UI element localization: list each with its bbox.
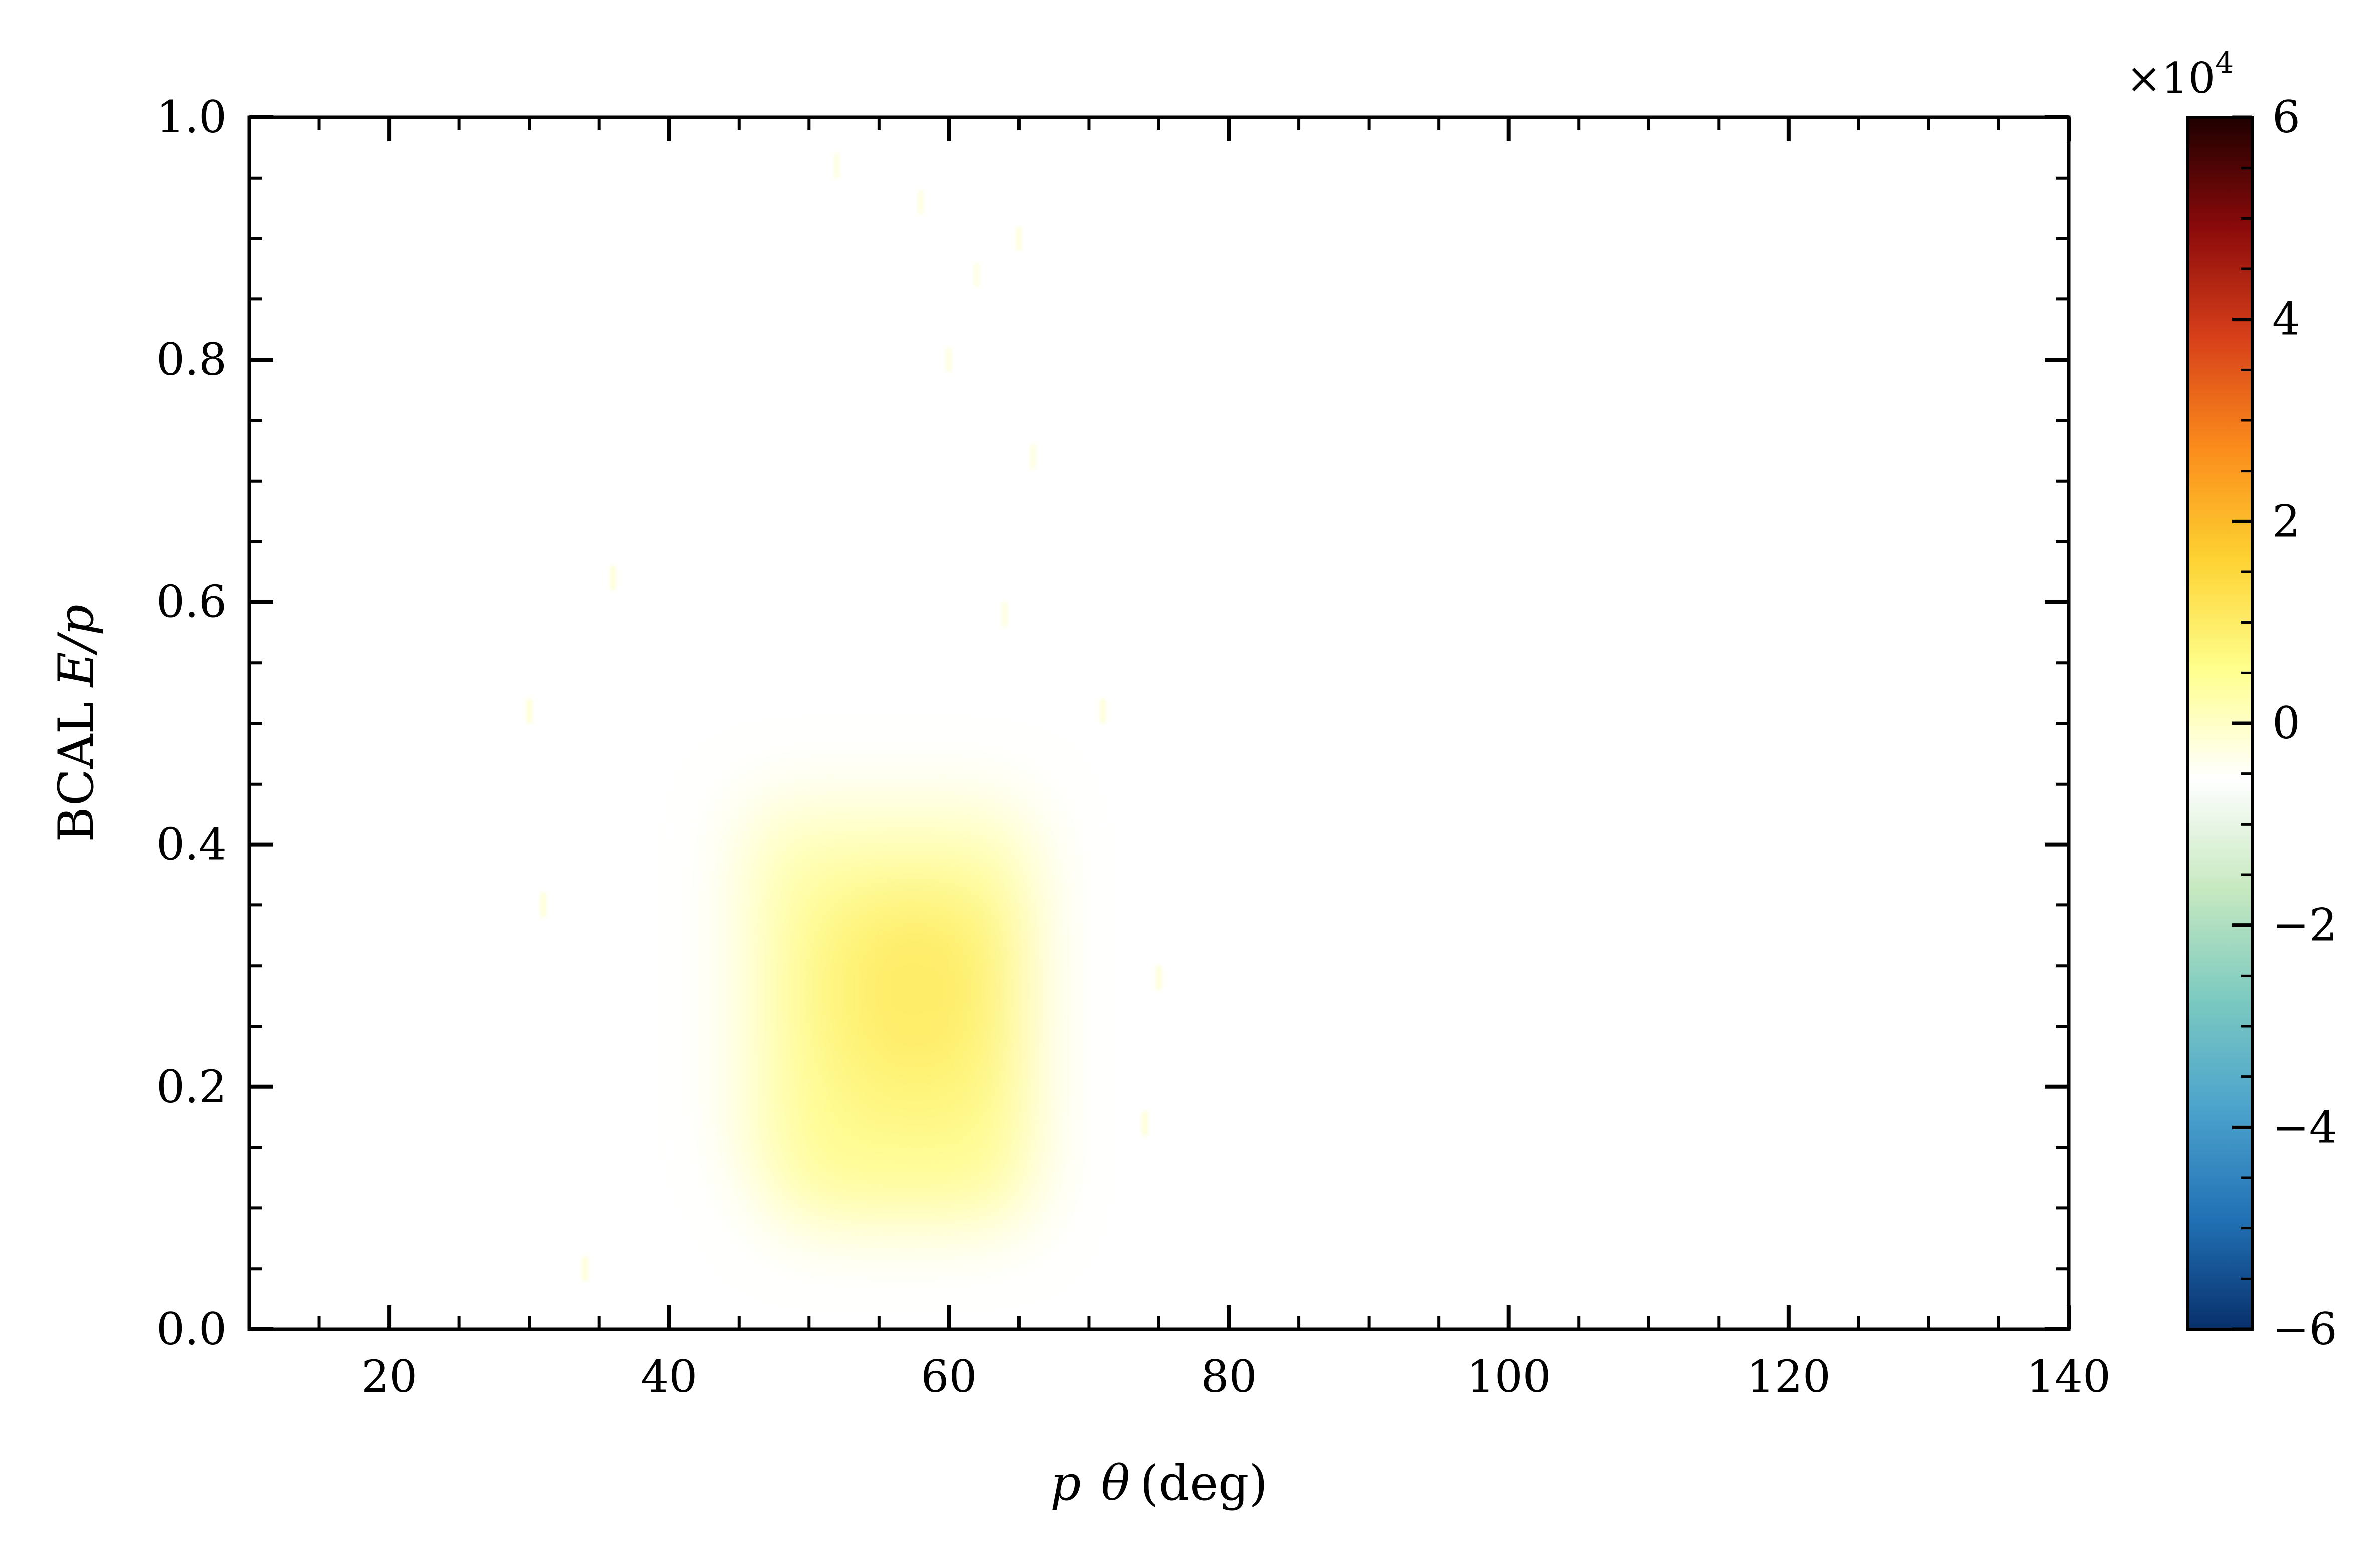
- heatmap-speckle: [918, 190, 924, 215]
- plot-border: [247, 115, 2071, 1331]
- colorbar-tick-label: −4: [2272, 1101, 2337, 1153]
- x-tick-label: 40: [641, 1351, 697, 1403]
- colorbar-tick-label: 0: [2272, 697, 2300, 749]
- y-tick-label: 0.8: [156, 334, 227, 385]
- heatmap-speckle: [834, 153, 840, 178]
- heatmap-speckle: [1142, 1111, 1148, 1136]
- y-tick-label: 0.6: [156, 576, 227, 628]
- y-tick-label: 0.2: [156, 1061, 227, 1113]
- heatmap-speckle: [974, 263, 980, 287]
- y-axis-title: BCAL E/p: [48, 604, 104, 842]
- heatmap-speckle: [1030, 444, 1036, 469]
- colorbar-tick-label: 2: [2272, 495, 2300, 547]
- colorbar-tick-label: −2: [2272, 899, 2337, 951]
- x-tick-label: 120: [1747, 1351, 1831, 1403]
- heatmap-speckle: [1156, 966, 1161, 990]
- heatmap-speckle: [1002, 602, 1008, 627]
- heatmap-speckle: [582, 1257, 588, 1281]
- heatmap-speckle: [541, 893, 546, 917]
- x-tick-label: 20: [361, 1351, 417, 1403]
- y-tick-label: 1.0: [156, 91, 227, 143]
- x-tick-label: 80: [1201, 1351, 1257, 1403]
- colorbar-ticks: −6 −4 −2 0 2 4 6: [2232, 91, 2337, 1355]
- y-axis-ticks: 0.0 0.2 0.4 0.6 0.8 1.0: [156, 91, 2069, 1355]
- heatmap-peak: [816, 889, 997, 1091]
- heatmap-speckle: [1016, 226, 1022, 251]
- colorbar-tick-label: 4: [2272, 293, 2300, 345]
- heatmap-speckle: [527, 699, 532, 723]
- y-tick-label: 0.0: [156, 1303, 227, 1355]
- plot-frame: [247, 115, 2071, 1331]
- x-axis-ticks: 20 40 60 80 100 120 140: [248, 117, 2111, 1403]
- heatmap-blob: [739, 796, 1033, 1232]
- x-axis-title: p θ (deg): [1050, 1455, 1268, 1511]
- heatmap-speckle: [610, 566, 616, 590]
- colorbar-tick-label: −6: [2272, 1303, 2337, 1355]
- colorbar-multiplier: ×104: [2126, 46, 2234, 103]
- heatmap-speckles: [527, 153, 1161, 1281]
- x-tick-label: 140: [2026, 1351, 2111, 1403]
- x-tick-label: 100: [1467, 1351, 1551, 1403]
- heatmap-speckle: [946, 348, 952, 372]
- x-tick-label: 60: [921, 1351, 977, 1403]
- heatmap-cells: [527, 153, 1161, 1281]
- y-tick-label: 0.4: [156, 819, 227, 870]
- heatmap-speckle: [1100, 699, 1106, 723]
- colorbar: −6 −4 −2 0 2 4 6 ×104: [2126, 46, 2337, 1355]
- colorbar-tick-label: 6: [2272, 91, 2300, 143]
